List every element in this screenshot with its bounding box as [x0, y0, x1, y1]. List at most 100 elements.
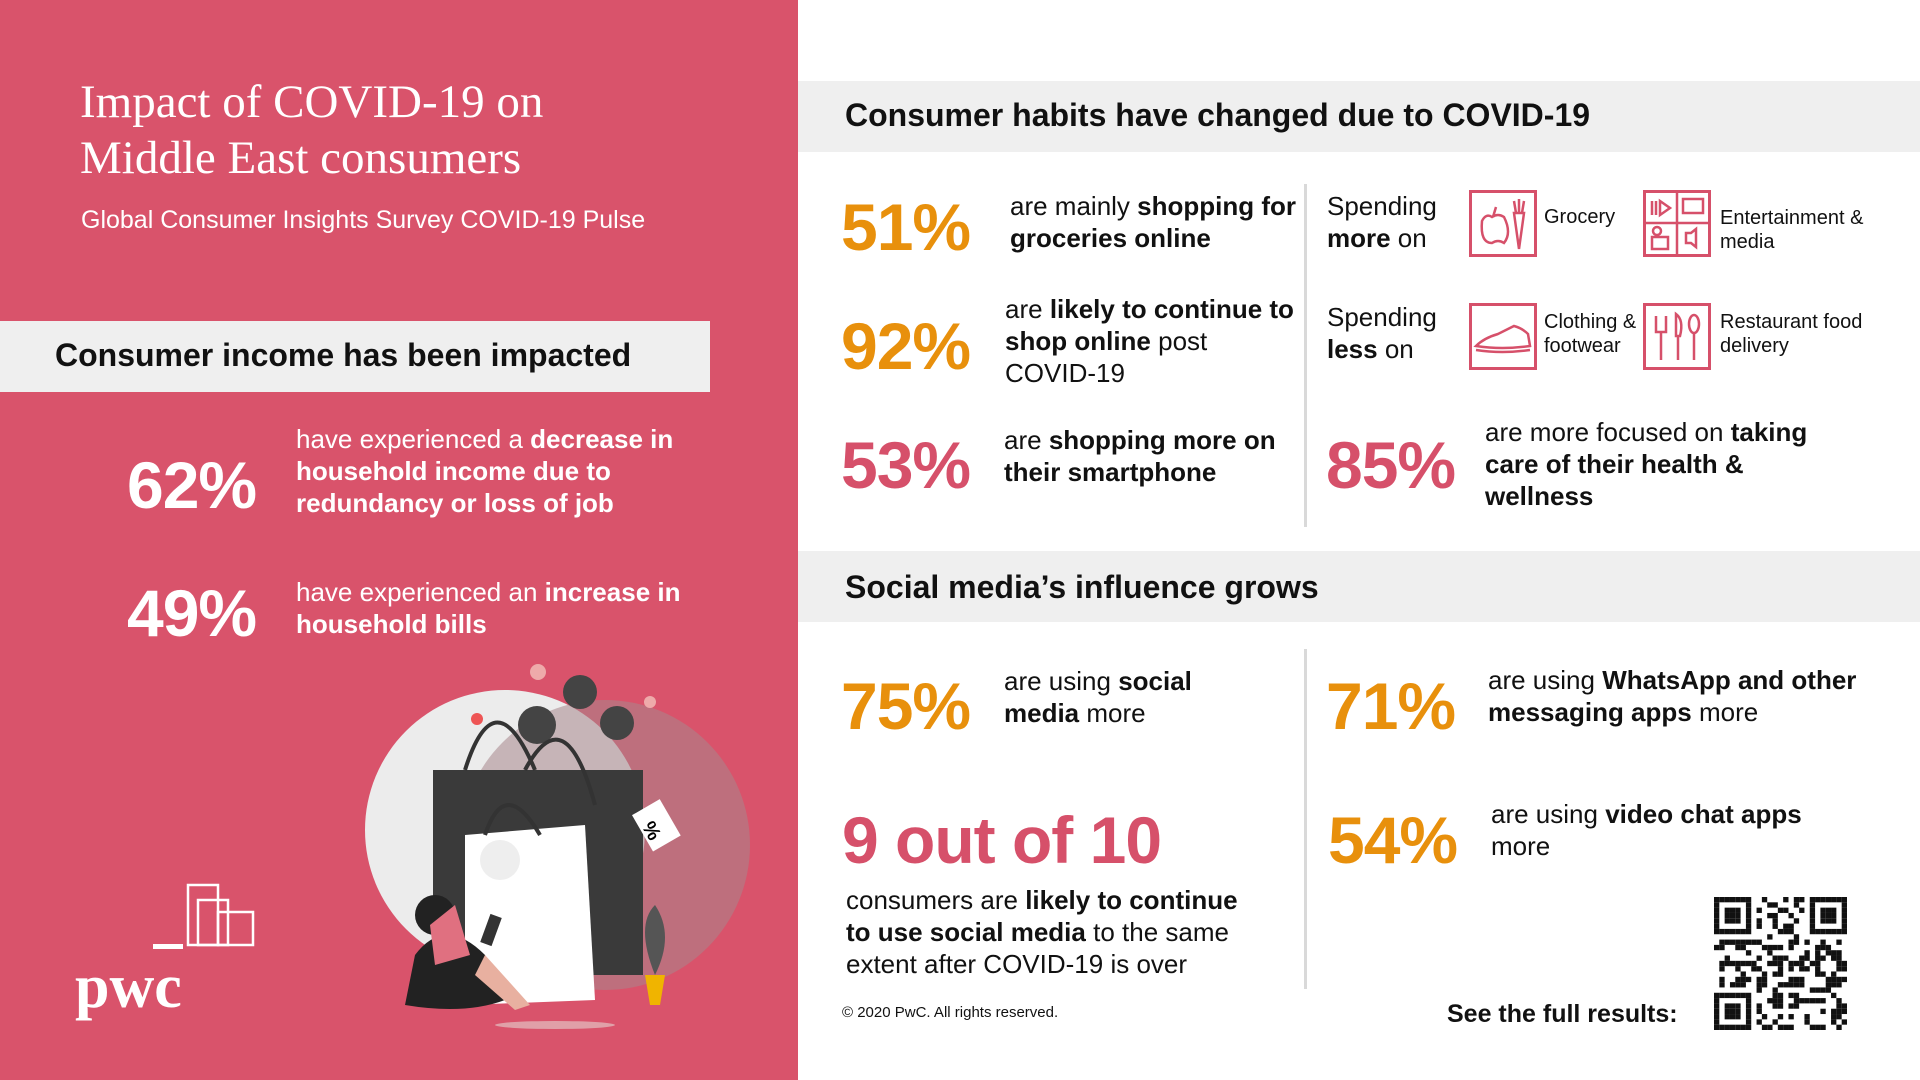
qr-module [1820, 955, 1826, 961]
qr-module [1788, 960, 1794, 967]
restaurant-label: Restaurant food delivery [1720, 311, 1863, 357]
qr-module [1729, 992, 1736, 999]
qr-module [1820, 987, 1826, 993]
title-line: Impact of COVID-19 on [80, 76, 544, 128]
qr-module [1777, 998, 1784, 1004]
qr-module [1809, 923, 1816, 929]
qr-module [1793, 1003, 1800, 1009]
qr-module [1799, 960, 1805, 967]
qr-module [1777, 960, 1784, 967]
qr-module [1735, 966, 1741, 972]
qr-module [1836, 960, 1842, 967]
qr-module [1809, 928, 1816, 935]
label-text: on [1390, 223, 1427, 253]
body-text: are [1004, 425, 1049, 455]
qr-module [1825, 918, 1832, 924]
qr-module [1756, 1003, 1762, 1009]
qr-module [1714, 897, 1720, 903]
qr-module [1745, 976, 1752, 983]
qr-module [1714, 998, 1720, 1004]
divider [1304, 649, 1307, 989]
qr-module [1793, 918, 1800, 924]
qr-module [1756, 976, 1762, 983]
qr-module [1751, 939, 1757, 945]
qr-module [1772, 960, 1778, 967]
social-band: Social media’s influence grows [798, 551, 1920, 622]
qr-module [1836, 955, 1842, 961]
qr-module [1735, 928, 1741, 935]
qr-module [1719, 976, 1725, 983]
grocery-label: Grocery [1544, 206, 1616, 228]
qr-module [1841, 960, 1847, 967]
body-text: more [1491, 831, 1551, 861]
qr-module [1761, 976, 1768, 983]
emphasis-text: likely to continue to shop online [1005, 294, 1294, 356]
qr-module [1740, 928, 1746, 935]
qr-module [1841, 976, 1847, 983]
emphasis-text: shopping for groceries online [1010, 191, 1297, 253]
qr-module [1729, 1024, 1736, 1030]
qr-module [1740, 992, 1746, 999]
label-text: Spending [1327, 302, 1437, 332]
qr-module [1745, 918, 1752, 924]
qr-module [1841, 902, 1847, 908]
qr-module [1719, 982, 1725, 988]
title-line: Middle East consumers [80, 132, 522, 184]
left-panel: Impact of COVID-19 on Middle East consum… [0, 0, 798, 1080]
qr-module [1740, 982, 1746, 988]
qr-module [1724, 960, 1730, 967]
qr-module [1788, 1014, 1794, 1020]
qr-module [1745, 902, 1752, 908]
qr-module [1815, 966, 1821, 972]
qr-module [1724, 897, 1730, 903]
stat-text: have experienced a decrease in household… [296, 423, 696, 519]
qr-module [1729, 939, 1736, 945]
qr-module [1767, 960, 1773, 967]
qr-code[interactable] [1714, 897, 1847, 1030]
qr-module [1841, 923, 1847, 929]
qr-module [1719, 928, 1725, 935]
qr-module [1788, 939, 1794, 945]
qr-module [1777, 944, 1784, 951]
habits-heading: Consumer habits have changed due to COVI… [845, 97, 1591, 133]
page-title: Impact of COVID-19 on Middle East consum… [80, 74, 543, 186]
qr-module [1735, 1008, 1741, 1015]
qr-module [1735, 897, 1741, 903]
qr-module [1793, 897, 1800, 903]
qr-module [1804, 955, 1810, 961]
stat-text: are shopping more on their smartphone [1004, 424, 1294, 488]
qr-module [1820, 971, 1826, 977]
qr-module [1836, 1014, 1842, 1020]
qr-module [1836, 976, 1842, 983]
qr-module [1820, 897, 1826, 903]
qr-module [1799, 897, 1805, 903]
qr-module [1756, 1019, 1762, 1025]
qr-module [1788, 944, 1794, 951]
qr-module [1751, 960, 1757, 967]
qr-module [1825, 950, 1832, 956]
stat-value: 85% [1326, 428, 1456, 502]
qr-module [1772, 918, 1778, 924]
qr-module [1799, 955, 1805, 961]
qr-module [1793, 998, 1800, 1004]
emphasis-text: likely to continue to use social media [846, 885, 1238, 947]
qr-module [1815, 998, 1821, 1004]
qr-module [1836, 1008, 1842, 1015]
qr-module [1841, 1008, 1847, 1015]
qr-module [1825, 982, 1832, 988]
qr-module [1836, 1024, 1842, 1030]
qr-module [1809, 998, 1816, 1004]
body-text: are using [1004, 666, 1119, 696]
qr-module [1815, 950, 1821, 956]
stat-text: are mainly shopping for groceries online [1010, 190, 1300, 254]
emphasis-text: taking care of their health & wellness [1485, 417, 1808, 511]
qr-module [1783, 1024, 1789, 1030]
qr-module [1804, 950, 1810, 956]
qr-module [1772, 1003, 1778, 1009]
qr-module [1719, 966, 1725, 972]
qr-module [1719, 897, 1725, 903]
qr-module [1756, 955, 1762, 961]
body-text: consumers are [846, 885, 1026, 915]
qr-module [1841, 928, 1847, 935]
qr-module [1756, 939, 1762, 945]
